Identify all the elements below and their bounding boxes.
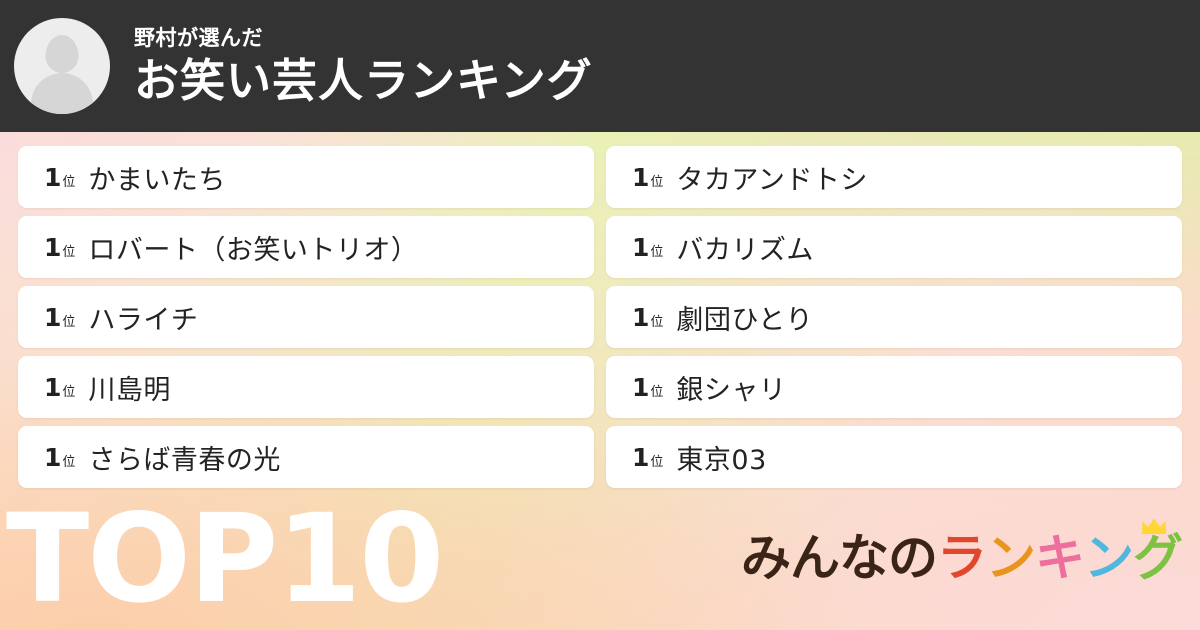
rank-number: 1 — [632, 302, 650, 332]
ranking-item-left-5[interactable]: 1 位 さらば青春の光 — [18, 426, 594, 488]
ranking-item-right-1[interactable]: 1 位 タカアンドトシ — [606, 146, 1182, 208]
logo-char-n-1: ン — [986, 529, 1036, 587]
rank-number: 1 — [632, 442, 650, 472]
rank-number: 1 — [632, 372, 650, 402]
rank-unit: 位 — [62, 174, 76, 190]
rank-unit: 位 — [650, 384, 664, 400]
rank-badge: 1 位 — [632, 165, 663, 190]
top10-badge: TOP10 — [6, 488, 444, 630]
rank-unit: 位 — [62, 454, 76, 470]
rank-badge: 1 位 — [44, 235, 75, 260]
rank-badge: 1 位 — [44, 445, 75, 470]
rank-badge: 1 位 — [44, 375, 75, 400]
entry-name: 東京03 — [676, 444, 767, 476]
rank-number: 1 — [44, 232, 62, 262]
rank-unit: 位 — [650, 244, 664, 260]
entry-name: タカアンドトシ — [676, 164, 868, 196]
brand-logo[interactable]: みんなの ラ ン キ ン グ — [741, 518, 1183, 587]
logo-char-n-2: ン — [1084, 529, 1134, 587]
avatar-head-shape — [45, 35, 79, 73]
ranking-item-right-2[interactable]: 1 位 バカリズム — [606, 216, 1182, 278]
ranking-item-right-4[interactable]: 1 位 銀シャリ — [606, 356, 1182, 418]
entry-name: 銀シャリ — [676, 374, 787, 406]
header-subtitle: 野村が選んだ — [134, 26, 263, 51]
rank-badge: 1 位 — [632, 445, 663, 470]
rank-number: 1 — [632, 162, 650, 192]
rank-number: 1 — [44, 302, 62, 332]
entry-name: さらば青春の光 — [88, 444, 281, 476]
rank-number: 1 — [632, 232, 650, 262]
ranking-item-right-5[interactable]: 1 位 東京03 — [606, 426, 1182, 488]
rank-unit: 位 — [650, 314, 664, 330]
rank-badge: 1 位 — [632, 305, 663, 330]
ranking-item-left-4[interactable]: 1 位 川島明 — [18, 356, 594, 418]
page-title: お笑い芸人ランキング — [134, 54, 593, 108]
ranking-item-left-2[interactable]: 1 位 ロバート（お笑いトリオ） — [18, 216, 594, 278]
rank-unit: 位 — [62, 244, 76, 260]
default-user-avatar-icon — [14, 18, 110, 114]
rank-badge: 1 位 — [44, 165, 75, 190]
entry-name: ハライチ — [88, 304, 199, 336]
crown-icon — [1142, 518, 1166, 534]
rank-badge: 1 位 — [632, 375, 663, 400]
avatar-body-shape — [31, 73, 93, 114]
logo-char-gu: グ — [1133, 518, 1183, 583]
ranking-grid: 1 位 かまいたち 1 位 タカアンドトシ 1 位 ロバート（お笑いトリオ） 1… — [18, 146, 1182, 488]
rank-badge: 1 位 — [44, 305, 75, 330]
rank-unit: 位 — [62, 384, 76, 400]
entry-name: バカリズム — [676, 234, 814, 266]
rank-number: 1 — [44, 372, 62, 402]
header-text-block: 野村が選んだ お笑い芸人ランキング — [134, 26, 593, 108]
rank-unit: 位 — [650, 454, 664, 470]
rank-number: 1 — [44, 442, 62, 472]
header-bar: 野村が選んだ お笑い芸人ランキング — [0, 0, 1200, 132]
ranking-item-right-3[interactable]: 1 位 劇団ひとり — [606, 286, 1182, 348]
rank-unit: 位 — [650, 174, 664, 190]
rank-badge: 1 位 — [632, 235, 663, 260]
ranking-item-left-1[interactable]: 1 位 かまいたち — [18, 146, 594, 208]
entry-name: かまいたち — [88, 164, 226, 196]
logo-char-ki: キ — [1035, 529, 1085, 587]
entry-name: 川島明 — [88, 374, 171, 406]
logo-text-minnano: みんなの — [741, 529, 938, 587]
entry-name: 劇団ひとり — [676, 304, 814, 336]
rank-unit: 位 — [62, 314, 76, 330]
logo-char-gu-text: グ — [1133, 529, 1183, 587]
entry-name: ロバート（お笑いトリオ） — [88, 234, 419, 266]
rank-number: 1 — [44, 162, 62, 192]
ranking-item-left-3[interactable]: 1 位 ハライチ — [18, 286, 594, 348]
logo-char-ra: ラ — [937, 529, 987, 587]
